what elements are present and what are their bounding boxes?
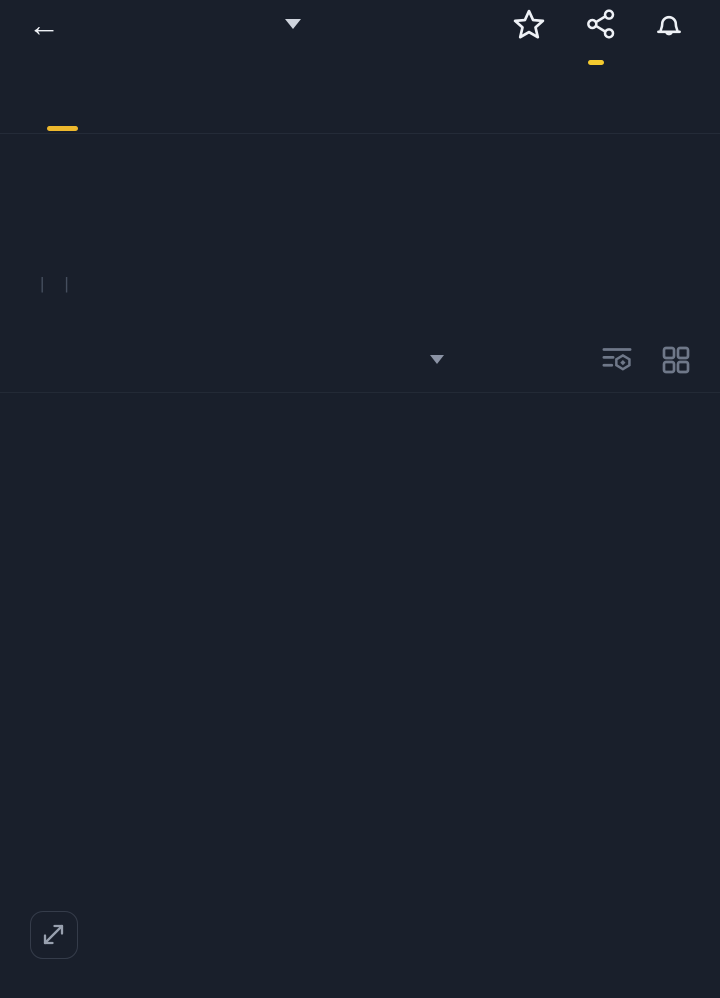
indicators-icon[interactable]	[600, 344, 634, 376]
expand-chart-button[interactable]	[30, 911, 78, 959]
chart-canvas[interactable]	[0, 393, 720, 998]
ma-indicator-row	[26, 400, 92, 421]
layout-grid-icon[interactable]	[660, 344, 692, 376]
token-tags-row: | |	[40, 274, 69, 293]
interval-toolbar	[0, 335, 720, 385]
interval-dropdown-caret-icon[interactable]	[430, 355, 444, 364]
new-badge	[588, 60, 604, 65]
share-icon[interactable]	[585, 8, 617, 40]
candlestick-chart[interactable]	[0, 392, 720, 998]
back-button[interactable]: ←	[28, 7, 60, 43]
notifications-bell-icon[interactable]	[652, 6, 686, 42]
expand-arrows-icon	[43, 924, 64, 945]
active-tab-underline	[47, 126, 78, 131]
pair-dropdown-caret-icon[interactable]	[285, 19, 301, 29]
header-bar: ←	[0, 0, 720, 56]
market-tabs	[0, 56, 720, 134]
fiat-row	[30, 239, 42, 263]
favorite-star-icon[interactable]	[512, 8, 546, 42]
